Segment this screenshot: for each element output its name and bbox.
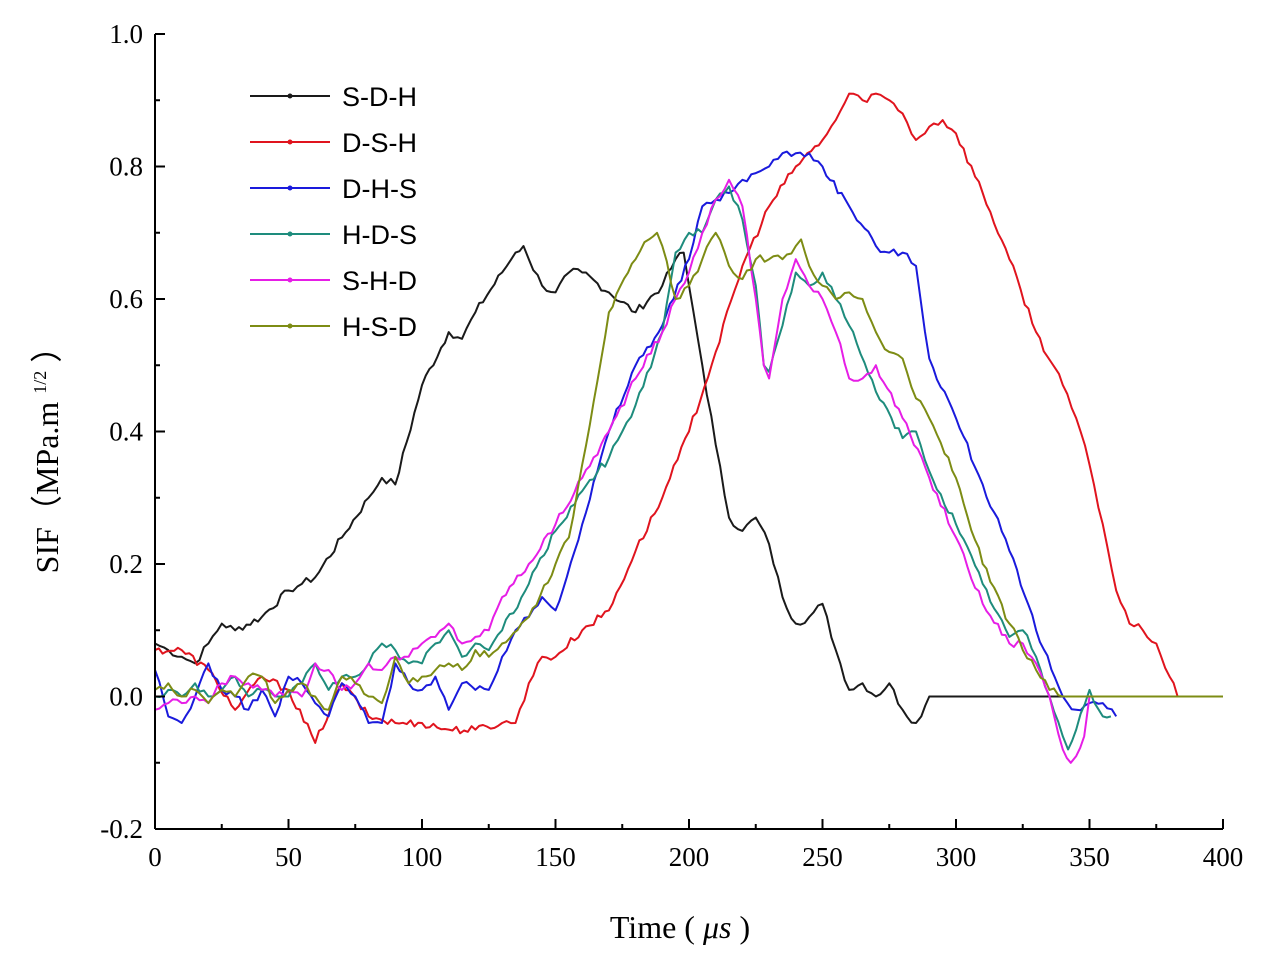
y-axis-title: SIF（MPa.m 1/2 ） <box>17 331 65 574</box>
x-tick-label: 400 <box>1203 842 1244 872</box>
y-tick-label: 0.0 <box>109 682 143 712</box>
y-axis-title-text: SIF（MPa.m <box>29 402 65 574</box>
y-tick-label: -0.2 <box>100 814 143 844</box>
legend-marker <box>287 93 293 99</box>
legend-marker <box>287 277 293 283</box>
legend-label: H-D-S <box>342 220 417 250</box>
series-line-d-h-s <box>154 150 1118 724</box>
legend: S-D-H D-S-H D-H-S H-D-S S-H-D H-S-D <box>250 82 417 342</box>
x-tick-label: 300 <box>936 842 977 872</box>
series-line-h-s-d <box>154 231 1223 711</box>
series-line-h-d-s <box>154 185 1112 751</box>
y-tick-label: 1.0 <box>109 19 143 49</box>
y-axis-title-close: ） <box>29 331 65 363</box>
x-tick-label: 200 <box>669 842 710 872</box>
y-tick-label: 0.6 <box>109 284 143 314</box>
x-axis-title: Time ( μs ) <box>610 909 750 945</box>
series-line-d-s-h <box>154 92 1223 744</box>
series-line-s-d-h <box>154 245 1223 724</box>
series-layer <box>154 92 1223 764</box>
x-tick-label: 100 <box>402 842 443 872</box>
y-tick-label: 0.4 <box>109 417 143 447</box>
legend-marker <box>287 185 293 191</box>
ticks-layer: 0 50 100 150 200 250 300 350 400 -0.2 0.0 0.2 0.4 0.6… <box>100 19 1243 872</box>
x-tick-label: 50 <box>275 842 302 872</box>
legend-label: S-H-D <box>342 266 417 296</box>
x-tick-label: 250 <box>802 842 843 872</box>
series-line-s-h-d <box>154 178 1091 764</box>
x-tick-label: 150 <box>535 842 576 872</box>
legend-label: D-H-S <box>342 174 417 204</box>
x-axis-title-unit: μs <box>702 909 732 945</box>
y-axis-title-sup: 1/2 <box>30 371 50 394</box>
legend-label: H-S-D <box>342 312 417 342</box>
y-tick-label: 0.8 <box>109 152 143 182</box>
legend-label: S-D-H <box>342 82 417 112</box>
x-axis-title-text: Time <box>610 909 676 945</box>
legend-marker <box>287 139 293 145</box>
x-axis-title-close: ) <box>739 909 750 945</box>
x-tick-label: 0 <box>148 842 162 872</box>
x-tick-label: 350 <box>1069 842 1110 872</box>
y-tick-label: 0.2 <box>109 549 143 579</box>
legend-label: D-S-H <box>342 128 417 158</box>
legend-marker <box>287 323 293 329</box>
legend-marker <box>287 231 293 237</box>
x-axis-title-open: ( <box>684 909 695 945</box>
